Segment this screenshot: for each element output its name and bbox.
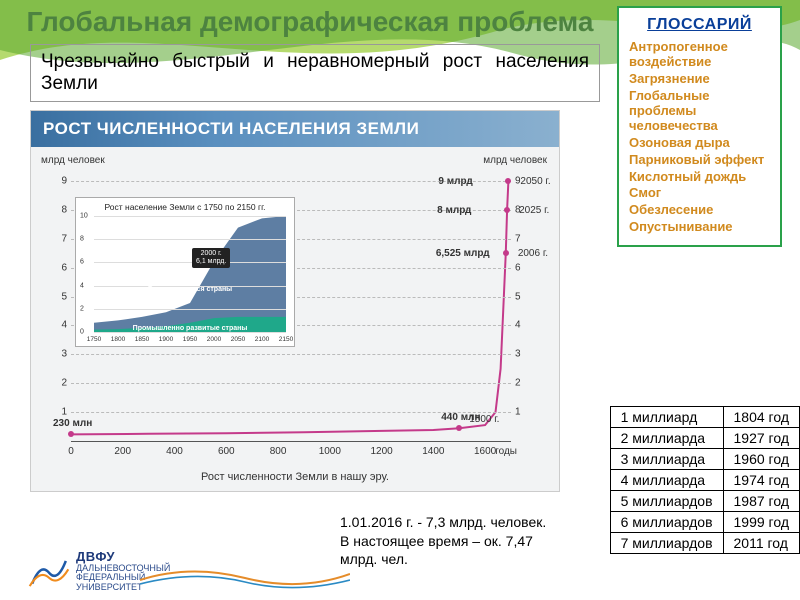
glossary-item[interactable]: Смог [629,186,770,201]
table-row: 2 миллиарда1927 год [610,428,799,449]
slide-subtitle: Чрезвычайно быстрый и неравномерный рост… [30,44,600,102]
logo-icon [28,554,70,588]
inset-chart: Рост население Земли с 1750 по 2150 гг. … [75,197,295,347]
y-axis-label-right: млрд человек [483,155,547,166]
glossary-item[interactable]: Парниковый эффект [629,153,770,168]
decorative-wave [140,562,350,590]
chart-body: млрд человек млрд человек 11223344556677… [31,147,559,467]
table-row: 4 миллиарда1974 год [610,470,799,491]
glossary-item[interactable]: Глобальные проблемы человечества [629,89,770,134]
table-row: 5 миллиардов1987 год [610,491,799,512]
inset-title: Рост население Земли с 1750 по 2150 гг. [76,202,294,212]
table-row: 7 миллиардов2011 год [610,533,799,554]
population-chart-card: РОСТ ЧИСЛЕННОСТИ НАСЕЛЕНИЯ ЗЕМЛИ млрд че… [30,110,560,492]
note-2016: 1.01.2016 г. - 7,3 млрд. человек.В насто… [340,513,560,568]
glossary-item[interactable]: Обезлесение [629,203,770,218]
glossary-item[interactable]: Озоновая дыра [629,136,770,151]
table-row: 1 миллиард1804 год [610,407,799,428]
glossary-heading: ГЛОССАРИЙ [629,16,770,34]
y-axis-label-left: млрд человек [41,155,105,166]
chart-caption: Рост численности Земли в нашу эру. [31,467,559,491]
glossary-item[interactable]: Антропогенное воздействие [629,40,770,70]
inset-plot-area: 0246810175018001850190019502000205021002… [94,216,286,332]
glossary-item[interactable]: Кислотный дождь [629,170,770,185]
billion-year-table: 1 миллиард1804 год2 миллиарда1927 год3 м… [610,406,800,554]
glossary-item[interactable]: Загрязнение [629,72,770,87]
chart-header: РОСТ ЧИСЛЕННОСТИ НАСЕЛЕНИЯ ЗЕМЛИ [31,111,559,147]
glossary-panel: ГЛОССАРИЙ Антропогенное воздействие Загр… [617,6,782,247]
table-row: 3 миллиарда1960 год [610,449,799,470]
glossary-item[interactable]: Опустынивание [629,220,770,235]
table-row: 6 миллиардов1999 год [610,512,799,533]
inset-areas [94,216,286,332]
